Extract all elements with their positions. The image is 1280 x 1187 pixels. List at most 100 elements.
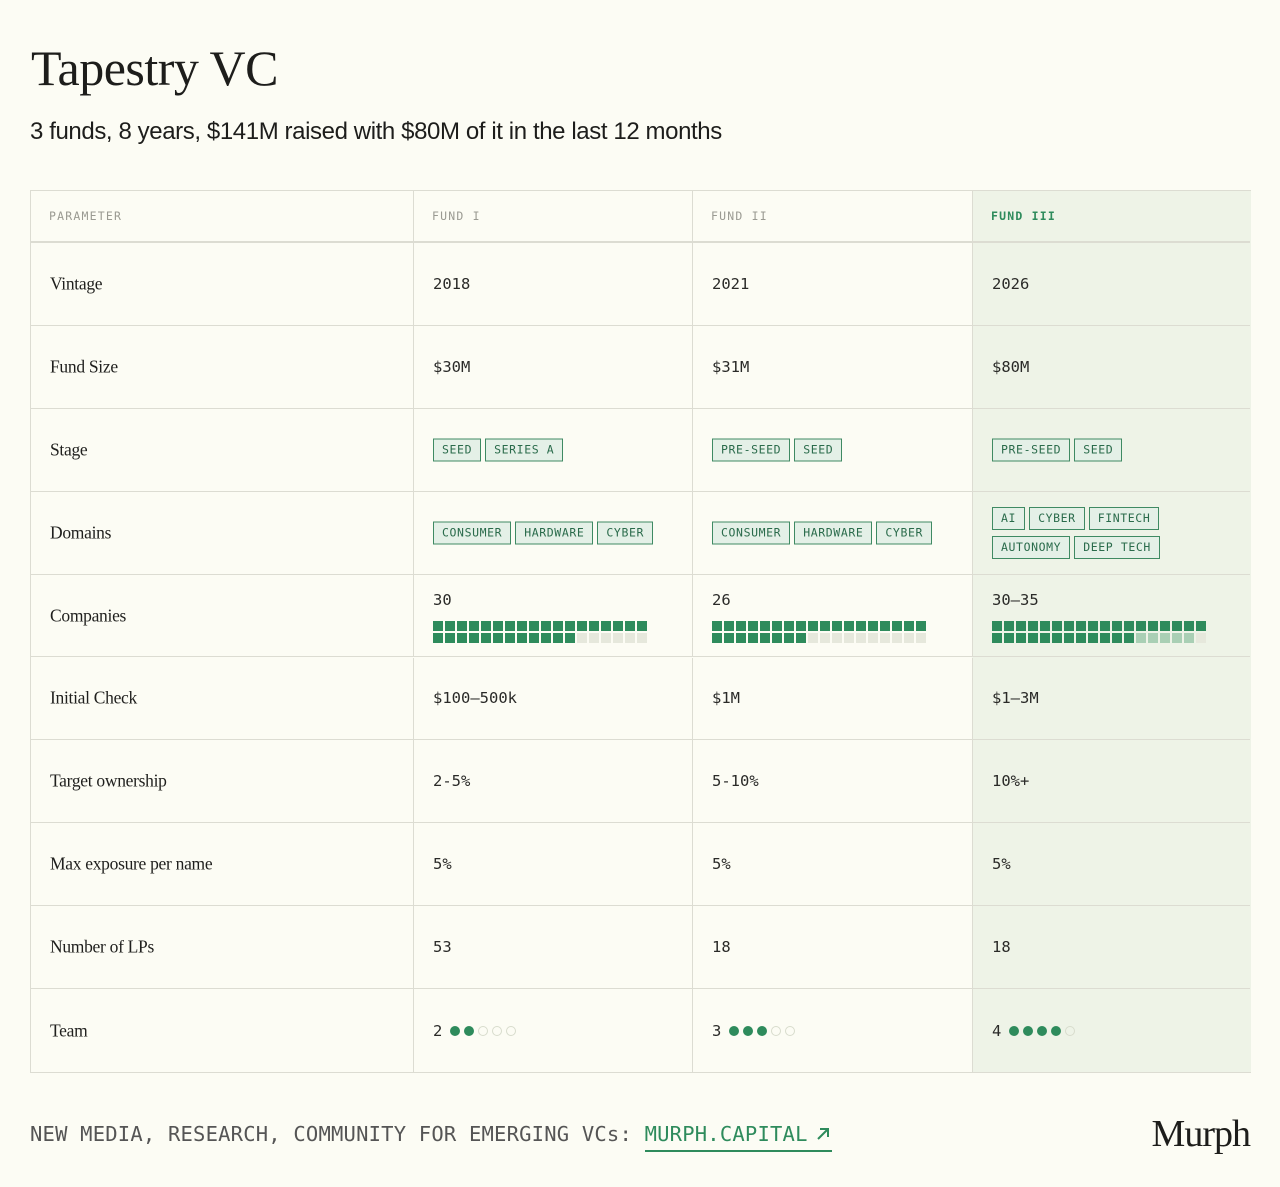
cell-initial-check-fund-2: $1M bbox=[692, 657, 972, 740]
company-square bbox=[457, 632, 467, 643]
company-square bbox=[1172, 620, 1182, 631]
cell-stage-fund-3: PRE-SEED SEED bbox=[972, 408, 1251, 491]
tag-badge: CYBER bbox=[876, 521, 933, 545]
company-square bbox=[1076, 632, 1086, 643]
company-square bbox=[565, 620, 575, 631]
tag-badge: AUTONOMY bbox=[992, 535, 1071, 559]
company-square bbox=[1172, 632, 1182, 643]
team-indicator: 4 bbox=[992, 1022, 1079, 1040]
company-square bbox=[1076, 620, 1086, 631]
company-square bbox=[772, 632, 782, 643]
company-square bbox=[772, 620, 782, 631]
company-square bbox=[1112, 620, 1122, 631]
company-square bbox=[1160, 632, 1170, 643]
companies-squares bbox=[712, 620, 957, 645]
company-square bbox=[1184, 632, 1194, 643]
company-square bbox=[748, 620, 758, 631]
company-square bbox=[1124, 620, 1134, 631]
arrow-up-right-icon bbox=[816, 1128, 829, 1140]
company-square bbox=[1004, 620, 1014, 631]
cell-value: 2021 bbox=[712, 274, 750, 293]
footer: NEW MEDIA, RESEARCH, COMMUNITY FOR EMERG… bbox=[30, 1122, 832, 1152]
team-dot-icon bbox=[450, 1025, 461, 1036]
company-square bbox=[1004, 632, 1014, 643]
company-square bbox=[820, 632, 830, 643]
company-square bbox=[1184, 620, 1194, 631]
team-dot-icon bbox=[478, 1025, 489, 1036]
row-label: Max exposure per name bbox=[50, 853, 213, 874]
tag-badge: DEEP TECH bbox=[1074, 535, 1160, 559]
company-square bbox=[517, 632, 527, 643]
company-square bbox=[736, 620, 746, 631]
tag-badge: CYBER bbox=[597, 521, 654, 545]
tag-badge: CONSUMER bbox=[712, 521, 791, 545]
company-square bbox=[589, 620, 599, 631]
table-row-team: Team 2 3 4 bbox=[31, 989, 1250, 1072]
company-square bbox=[541, 632, 551, 643]
company-square bbox=[1088, 620, 1098, 631]
table-row-stage: Stage SEED SERIES A PRE-SEED SEED PRE-SEED SEE… bbox=[31, 408, 1251, 492]
row-label: Team bbox=[50, 1020, 88, 1041]
cell-value: $31M bbox=[712, 357, 750, 376]
company-square bbox=[760, 620, 770, 631]
cell-team-fund-3: 4 bbox=[972, 989, 1251, 1072]
cell-value: 5% bbox=[712, 855, 731, 874]
cell-domains-fund-1: CONSUMER HARDWARE CYBER bbox=[413, 491, 692, 574]
company-square bbox=[736, 632, 746, 643]
team-count: 4 bbox=[992, 1021, 1002, 1040]
cell-value: $1M bbox=[712, 689, 740, 708]
company-square bbox=[1100, 632, 1110, 643]
company-square bbox=[916, 632, 926, 643]
company-square bbox=[1196, 620, 1206, 631]
team-count: 3 bbox=[712, 1021, 722, 1040]
company-square bbox=[469, 620, 479, 631]
company-square bbox=[1028, 620, 1038, 631]
company-square bbox=[724, 632, 734, 643]
tag-badge: PRE-SEED bbox=[992, 438, 1071, 462]
company-square bbox=[553, 632, 563, 643]
cell-lps-fund-1: 53 bbox=[413, 906, 692, 989]
company-square bbox=[445, 632, 455, 643]
cell-max-exposure-fund-2: 5% bbox=[692, 823, 972, 906]
company-square bbox=[577, 620, 587, 631]
company-square bbox=[748, 632, 758, 643]
cell-value: 5% bbox=[992, 855, 1011, 874]
page-title: Tapestry VC bbox=[31, 40, 279, 96]
cell-value: 5% bbox=[433, 855, 452, 874]
tag-badge: SEED bbox=[1074, 438, 1123, 462]
company-square bbox=[1136, 620, 1146, 631]
company-square bbox=[445, 620, 455, 631]
company-square bbox=[892, 632, 902, 643]
fund-iii-highlight bbox=[972, 191, 1251, 1072]
company-square bbox=[796, 632, 806, 643]
company-square bbox=[880, 620, 890, 631]
company-square bbox=[613, 620, 623, 631]
cell-team-fund-2: 3 bbox=[692, 989, 972, 1072]
page-subtitle: 3 funds, 8 years, $141M raised with $80M… bbox=[30, 118, 722, 145]
murph-capital-link[interactable]: MURPH.CAPITAL bbox=[644, 1122, 832, 1152]
tag-badge: SEED bbox=[433, 438, 482, 462]
company-square bbox=[505, 632, 515, 643]
cell-vintage-fund-2: 2021 bbox=[692, 243, 972, 325]
cell-fund-size-fund-3: $80M bbox=[972, 325, 1251, 408]
row-label: Vintage bbox=[50, 273, 103, 294]
cell-domains-fund-2: CONSUMER HARDWARE CYBER bbox=[692, 491, 972, 574]
company-square bbox=[1064, 620, 1074, 631]
tag-badge: AI bbox=[992, 506, 1026, 530]
cell-value: 2-5% bbox=[433, 772, 471, 791]
company-square bbox=[601, 632, 611, 643]
cell-stage-fund-2: PRE-SEED SEED bbox=[692, 408, 972, 491]
company-square bbox=[1052, 632, 1062, 643]
companies-squares bbox=[992, 620, 1237, 645]
cell-max-exposure-fund-1: 5% bbox=[413, 823, 692, 906]
company-square bbox=[1136, 632, 1146, 643]
company-square bbox=[625, 620, 635, 631]
company-square bbox=[892, 620, 902, 631]
companies-count: 30 bbox=[433, 590, 452, 609]
cell-value: 2018 bbox=[433, 274, 471, 293]
company-square bbox=[904, 620, 914, 631]
cell-lps-fund-2: 18 bbox=[692, 906, 972, 989]
company-square bbox=[481, 620, 491, 631]
company-square bbox=[1088, 632, 1098, 643]
company-square bbox=[1112, 632, 1122, 643]
